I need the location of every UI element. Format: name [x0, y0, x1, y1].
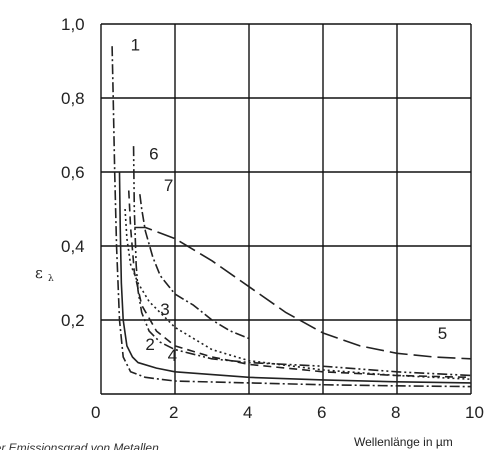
y-tick-label: 0,8 [61, 89, 85, 108]
x-tick-label: 8 [391, 403, 400, 422]
grid [100, 23, 472, 395]
series-label-4: 4 [168, 346, 177, 365]
series-label-2: 2 [145, 335, 154, 354]
y-tick-label: 0,4 [61, 237, 85, 256]
series-label-5: 5 [438, 324, 447, 343]
series-line-4 [127, 190, 472, 379]
series-label-3: 3 [160, 300, 169, 319]
series-line-5 [134, 226, 472, 360]
y-axis-label-subscript: λ [48, 274, 54, 284]
x-axis-label: Wellenlänge in µm [354, 435, 453, 449]
series-label-7: 7 [164, 176, 173, 195]
y-tick-label: 0,6 [61, 163, 85, 182]
curves [111, 46, 472, 388]
x-tick-label: 2 [169, 403, 178, 422]
series-line-3 [124, 208, 472, 380]
y-axis-label: ε [35, 264, 43, 282]
series-label-6: 6 [149, 145, 158, 164]
tick-labels: 0 2 4 6 8 100,20,40,60,81,0 [61, 15, 484, 422]
x-tick-label: 0 [91, 403, 100, 422]
x-tick-label: 6 [317, 403, 326, 422]
series-line-7 [139, 194, 250, 340]
series-label-1: 1 [131, 35, 140, 54]
y-tick-label: 0,2 [61, 311, 85, 330]
figure-caption: der Emissionsgrad von Metallen [0, 441, 159, 450]
series-line-2 [118, 171, 472, 384]
series-line-6 [132, 146, 472, 377]
x-tick-label: 4 [243, 403, 252, 422]
y-tick-label: 1,0 [61, 15, 85, 34]
series-line-1 [111, 46, 472, 388]
x-tick-label: 10 [465, 403, 484, 422]
